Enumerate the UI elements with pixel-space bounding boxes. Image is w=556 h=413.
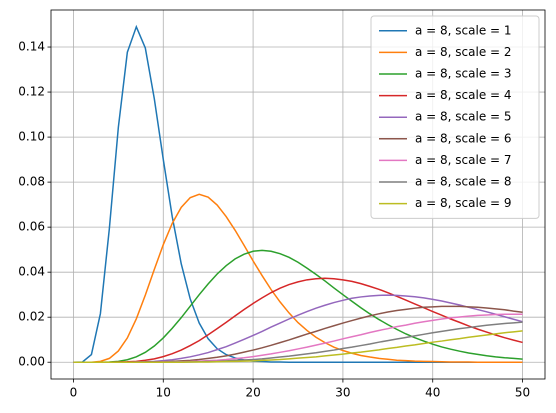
y-tick-label: 0.10 xyxy=(18,130,45,144)
legend-label: a = 8, scale = 9 xyxy=(415,196,512,210)
series-line xyxy=(73,321,523,363)
legend-label: a = 8, scale = 1 xyxy=(415,23,512,37)
x-tick-label: 40 xyxy=(425,386,440,400)
series-line xyxy=(73,330,523,363)
legend: a = 8, scale = 1 a = 8, scale = 2 a = 8, s… xyxy=(370,15,540,219)
x-tick-label: 0 xyxy=(70,386,78,400)
y-tick-label: 0.04 xyxy=(18,265,45,279)
series-line xyxy=(73,249,523,363)
legend-label: a = 8, scale = 3 xyxy=(415,67,512,81)
legend-label: a = 8, scale = 2 xyxy=(415,45,512,59)
x-tick-label: 20 xyxy=(245,386,260,400)
x-tick-label: 10 xyxy=(156,386,171,400)
y-tick-label: 0.14 xyxy=(18,40,45,54)
legend-box xyxy=(370,15,540,219)
y-tick-label: 0.02 xyxy=(18,310,45,324)
x-tick-label: 50 xyxy=(515,386,530,400)
y-tick-label: 0.06 xyxy=(18,220,45,234)
y-tick-label: 0.08 xyxy=(18,175,45,189)
legend-label: a = 8, scale = 6 xyxy=(415,131,512,145)
legend-label: a = 8, scale = 5 xyxy=(415,110,512,124)
series-line xyxy=(73,193,523,363)
legend-label: a = 8, scale = 7 xyxy=(415,153,512,167)
y-tick-label: 0.12 xyxy=(18,85,45,99)
y-tick-label: 0.00 xyxy=(18,355,45,369)
legend-label: a = 8, scale = 8 xyxy=(415,175,512,189)
x-tick-label: 30 xyxy=(335,386,350,400)
plot-frame xyxy=(50,9,546,380)
legend-label: a = 8, scale = 4 xyxy=(415,88,512,102)
